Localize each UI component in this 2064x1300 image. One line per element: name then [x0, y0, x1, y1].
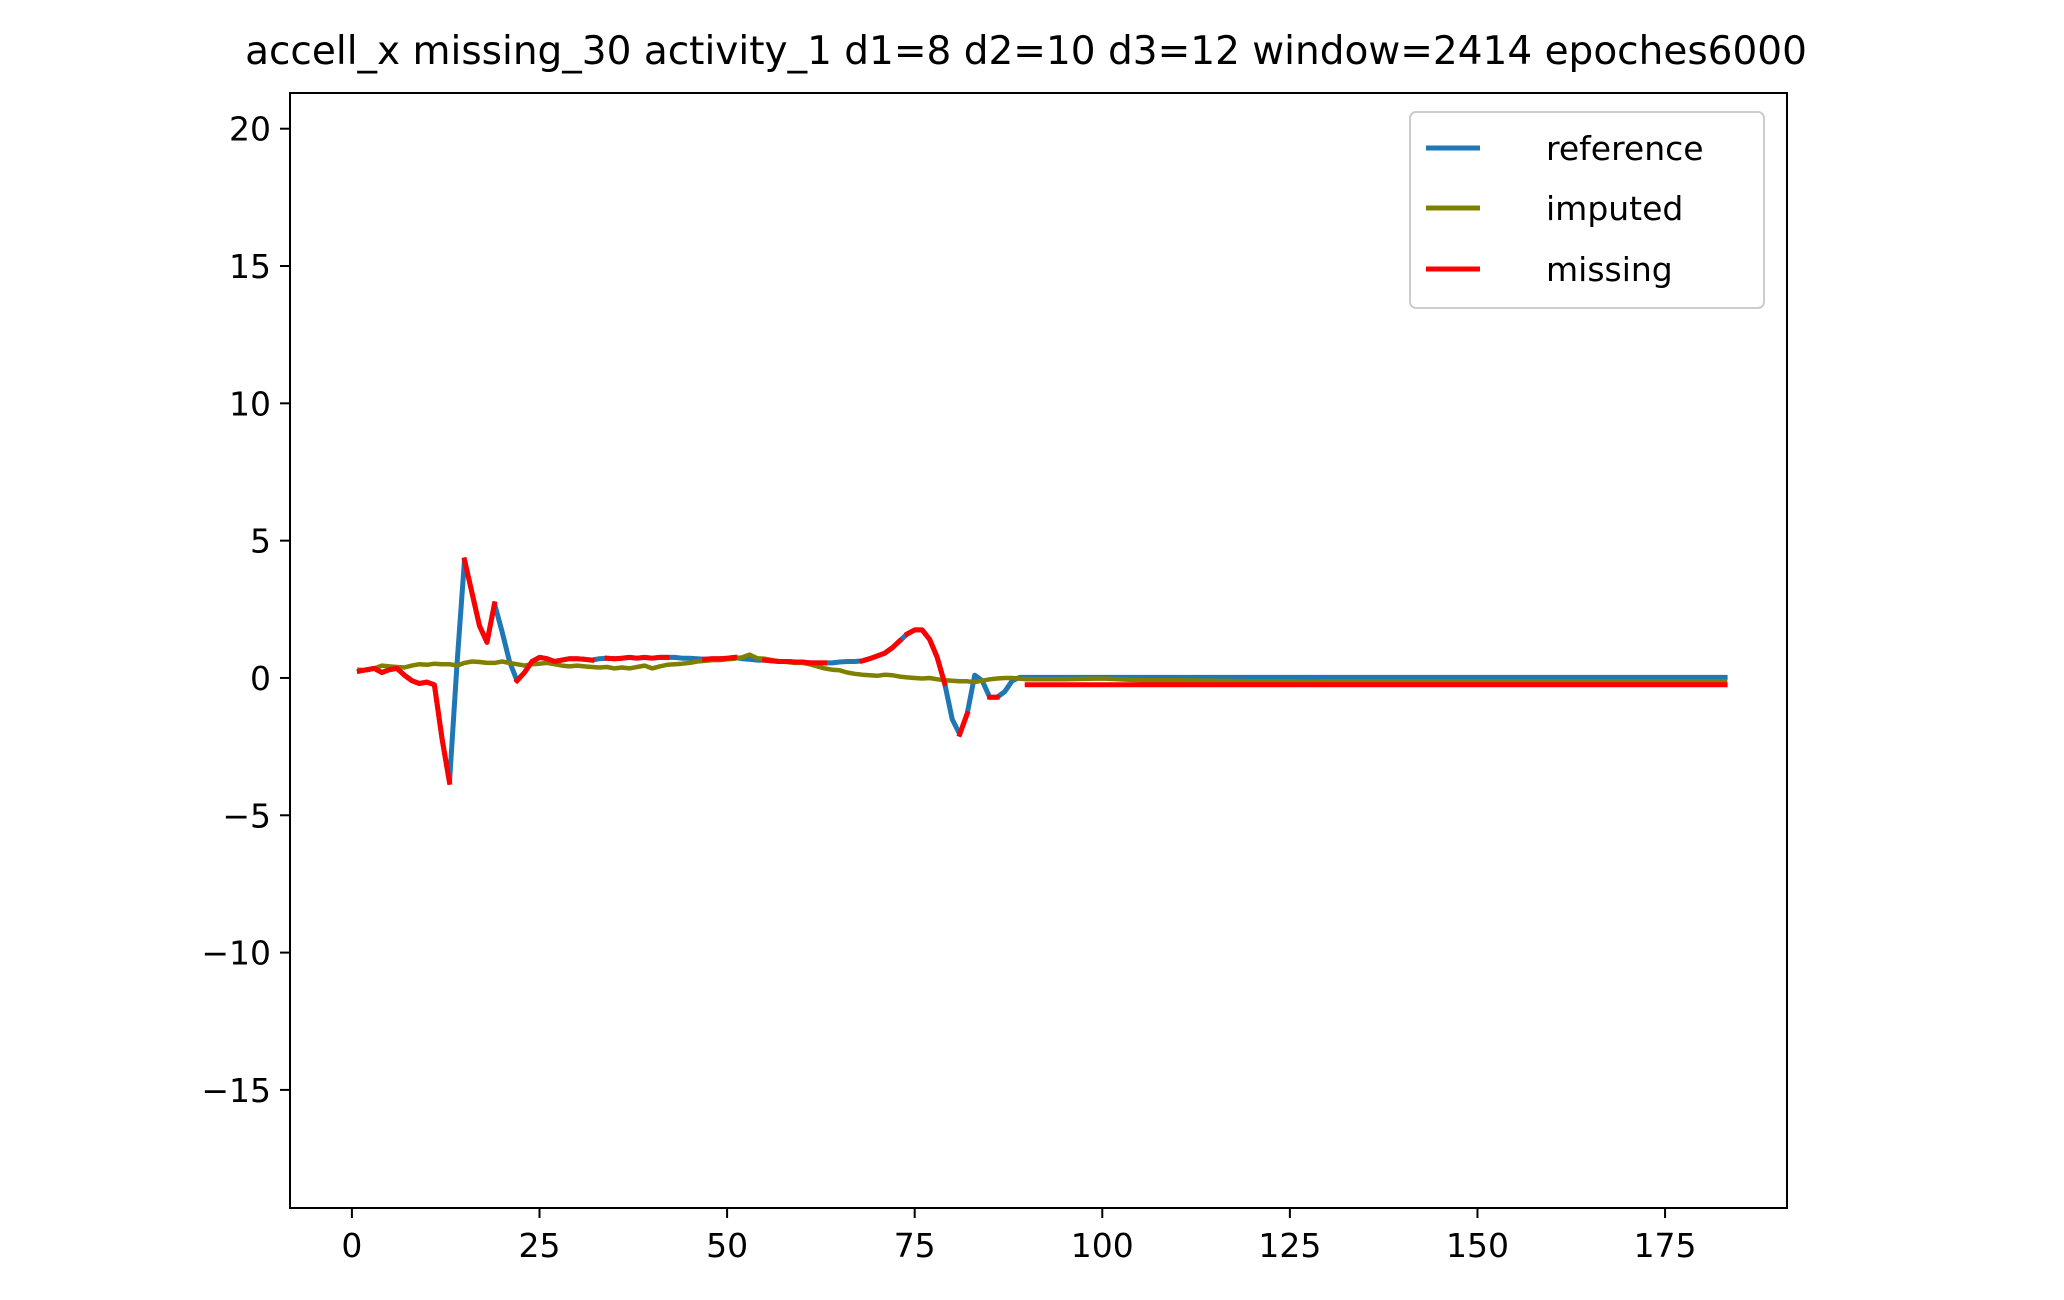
x-tick-label: 125 — [1258, 1226, 1321, 1265]
x-tick-label: 100 — [1071, 1226, 1134, 1265]
y-tick-label: 20 — [229, 110, 271, 149]
x-tick-label: 25 — [519, 1226, 561, 1265]
series-layer — [356, 556, 1728, 786]
y-tick-label: 5 — [250, 522, 271, 561]
legend: reference imputed missing — [1409, 111, 1765, 309]
series-line-missing — [956, 710, 971, 738]
legend-label-reference: reference — [1546, 129, 1704, 168]
legend-label-missing: missing — [1546, 250, 1673, 289]
series-line-missing — [903, 627, 948, 687]
series-line-missing — [761, 657, 828, 666]
x-tick-label: 50 — [706, 1226, 748, 1265]
x-tick-label: 0 — [341, 1226, 362, 1265]
y-tick-label: −5 — [222, 796, 271, 835]
series-line-missing — [461, 556, 498, 645]
series-line-missing — [701, 654, 738, 662]
x-tick-label: 75 — [894, 1226, 936, 1265]
y-tick-label: 10 — [229, 384, 271, 423]
series-line-missing — [513, 654, 595, 685]
series-line-missing — [859, 637, 904, 665]
y-tick-label: 0 — [250, 659, 271, 698]
y-tick-label: −10 — [201, 934, 271, 973]
x-tick-label: 175 — [1634, 1226, 1697, 1265]
series-line-missing — [356, 665, 453, 786]
x-tick-label: 150 — [1446, 1226, 1509, 1265]
legend-box — [1409, 111, 1765, 309]
series-line-missing — [604, 654, 670, 662]
plot-frame — [289, 92, 1788, 1209]
legend-label-imputed: imputed — [1546, 189, 1683, 228]
series-line-reference — [356, 557, 1728, 785]
y-tick-label: −15 — [201, 1071, 271, 1110]
series-line-imputed — [356, 652, 1728, 685]
chart-title: accell_x missing_30 activity_1 d1=8 d2=1… — [245, 29, 1807, 74]
y-tick-label: 15 — [229, 247, 271, 286]
